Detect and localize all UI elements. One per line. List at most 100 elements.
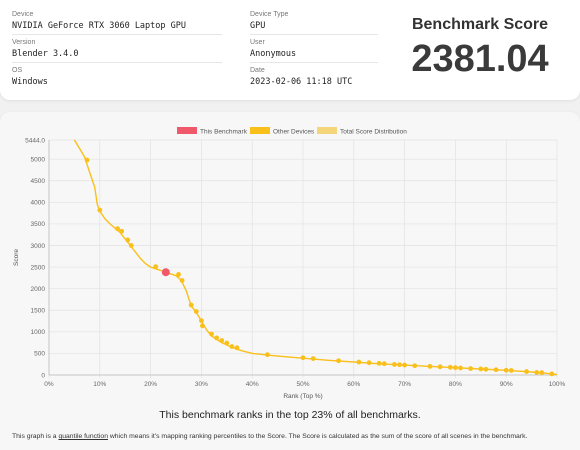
other-device-point[interactable] <box>214 335 220 341</box>
other-device-point[interactable] <box>402 362 407 368</box>
y-tick-label: 1000 <box>31 329 46 336</box>
legend-this-benchmark-swatch[interactable] <box>177 127 197 134</box>
x-tick-label: 20% <box>144 381 157 388</box>
other-device-point[interactable] <box>200 323 205 329</box>
device-type-value: GPU <box>250 21 378 35</box>
other-device-point[interactable] <box>219 338 225 343</box>
y-tick-label: 3000 <box>31 243 46 250</box>
y-axis-label: Score <box>13 249 20 266</box>
other-device-point[interactable] <box>209 331 214 337</box>
x-axis-label: Rank (Top %) <box>283 393 322 400</box>
y-tick-label: 4000 <box>31 200 46 207</box>
other-device-point[interactable] <box>447 364 453 370</box>
other-device-point[interactable] <box>97 207 103 213</box>
rank-text: This benchmark ranks in the top 23% of a… <box>159 409 421 421</box>
y-tick-label: 5444.0 <box>25 137 45 144</box>
legend-distribution-swatch[interactable] <box>317 127 337 134</box>
x-tick-label: 80% <box>449 381 462 388</box>
device-label: Device <box>12 11 34 18</box>
x-tick-label: 90% <box>500 381 513 388</box>
legend-other-devices-label[interactable]: Other Devices <box>273 129 315 136</box>
other-device-point[interactable] <box>125 237 131 243</box>
other-device-point[interactable] <box>179 278 185 283</box>
y-tick-label: 3500 <box>31 221 46 228</box>
y-axis-ticks: 0 500 1000 1500 2000 2500 3000 3500 4000 4500 5000… <box>25 137 45 379</box>
other-device-point[interactable] <box>468 366 474 371</box>
chart-legend[interactable]: This Benchmark Other Devices Total Score… <box>177 127 407 136</box>
chart-card <box>0 112 580 450</box>
other-device-point[interactable] <box>310 356 316 361</box>
user-label: User <box>250 39 265 46</box>
date-label: Date <box>250 67 265 74</box>
footnote: This graph is a quantile function which … <box>12 433 572 440</box>
other-device-point[interactable] <box>427 363 433 369</box>
y-tick-label: 2500 <box>31 264 46 271</box>
other-device-point[interactable] <box>153 264 159 270</box>
y-tick-label: 500 <box>34 351 45 358</box>
this-benchmark-point[interactable] <box>161 268 170 277</box>
other-device-point[interactable] <box>539 370 545 376</box>
y-tick-label: 2000 <box>31 286 46 293</box>
quantile-function-link[interactable]: quantile function <box>58 433 108 440</box>
date-field: Date 2023-02-06 11:18 UTC <box>250 67 378 90</box>
legend-other-devices-swatch[interactable] <box>250 127 270 134</box>
x-tick-label: 40% <box>246 381 259 388</box>
device-field: Device NVIDIA GeForce RTX 3060 Laptop GP… <box>12 11 222 35</box>
other-device-point[interactable] <box>128 243 134 248</box>
y-tick-label: 4500 <box>31 178 46 185</box>
other-device-point[interactable] <box>366 360 372 366</box>
footnote-suffix: which means it's mapping ranking percent… <box>107 433 528 440</box>
y-tick-label: 5000 <box>31 156 46 163</box>
device-info-card: Device NVIDIA GeForce RTX 3060 Laptop GP… <box>0 0 580 100</box>
chart-grid <box>48 139 558 378</box>
x-tick-label: 10% <box>93 381 106 388</box>
other-device-point[interactable] <box>381 361 387 367</box>
other-device-point[interactable] <box>392 362 397 367</box>
x-axis-ticks: 0% 10% 20% 30% 40% 50% 60% 70% 80% 90% 100% <box>44 381 565 388</box>
other-device-point[interactable] <box>453 365 458 371</box>
other-device-point[interactable] <box>119 228 125 234</box>
other-device-point[interactable] <box>84 157 90 163</box>
other-device-point[interactable] <box>478 366 484 372</box>
other-device-point[interactable] <box>412 363 418 369</box>
other-device-point[interactable] <box>458 365 463 371</box>
version-field: Version Blender 3.4.0 <box>12 39 222 63</box>
y-tick-label: 1500 <box>31 308 46 315</box>
x-tick-label: 70% <box>398 381 411 388</box>
other-devices-points <box>84 157 555 377</box>
version-value: Blender 3.4.0 <box>12 49 222 63</box>
other-device-point[interactable] <box>524 369 529 374</box>
other-device-point[interactable] <box>188 302 194 308</box>
other-device-point[interactable] <box>483 366 489 372</box>
other-device-point[interactable] <box>493 367 499 373</box>
other-device-point[interactable] <box>356 359 362 365</box>
other-device-point[interactable] <box>199 318 204 324</box>
device-type-field: Device Type GPU <box>250 11 378 35</box>
other-device-point[interactable] <box>224 340 230 346</box>
other-device-point[interactable] <box>176 272 181 277</box>
other-device-point[interactable] <box>193 309 199 314</box>
legend-this-benchmark-label[interactable]: This Benchmark <box>200 129 248 136</box>
other-device-point[interactable] <box>376 360 382 366</box>
other-device-point[interactable] <box>234 345 240 351</box>
legend-distribution-label[interactable]: Total Score Distribution <box>340 129 407 136</box>
other-device-point[interactable] <box>115 226 120 232</box>
other-device-point[interactable] <box>265 352 270 358</box>
score-title: Benchmark Score <box>411 16 549 33</box>
date-value: 2023-02-06 11:18 UTC <box>250 77 353 87</box>
x-tick-label: 0% <box>44 381 54 388</box>
other-device-point[interactable] <box>229 344 235 349</box>
y-tick-label: 0 <box>41 372 45 379</box>
other-device-point[interactable] <box>549 371 555 377</box>
other-device-point[interactable] <box>503 367 509 373</box>
other-device-point[interactable] <box>534 370 540 375</box>
os-value: Windows <box>12 77 48 87</box>
other-device-point[interactable] <box>397 362 402 368</box>
x-tick-label: 30% <box>195 381 208 388</box>
other-device-point[interactable] <box>300 355 306 361</box>
other-device-point[interactable] <box>336 358 341 364</box>
x-tick-label: 100% <box>549 381 566 388</box>
other-device-point[interactable] <box>437 364 443 370</box>
other-device-point[interactable] <box>508 368 514 373</box>
